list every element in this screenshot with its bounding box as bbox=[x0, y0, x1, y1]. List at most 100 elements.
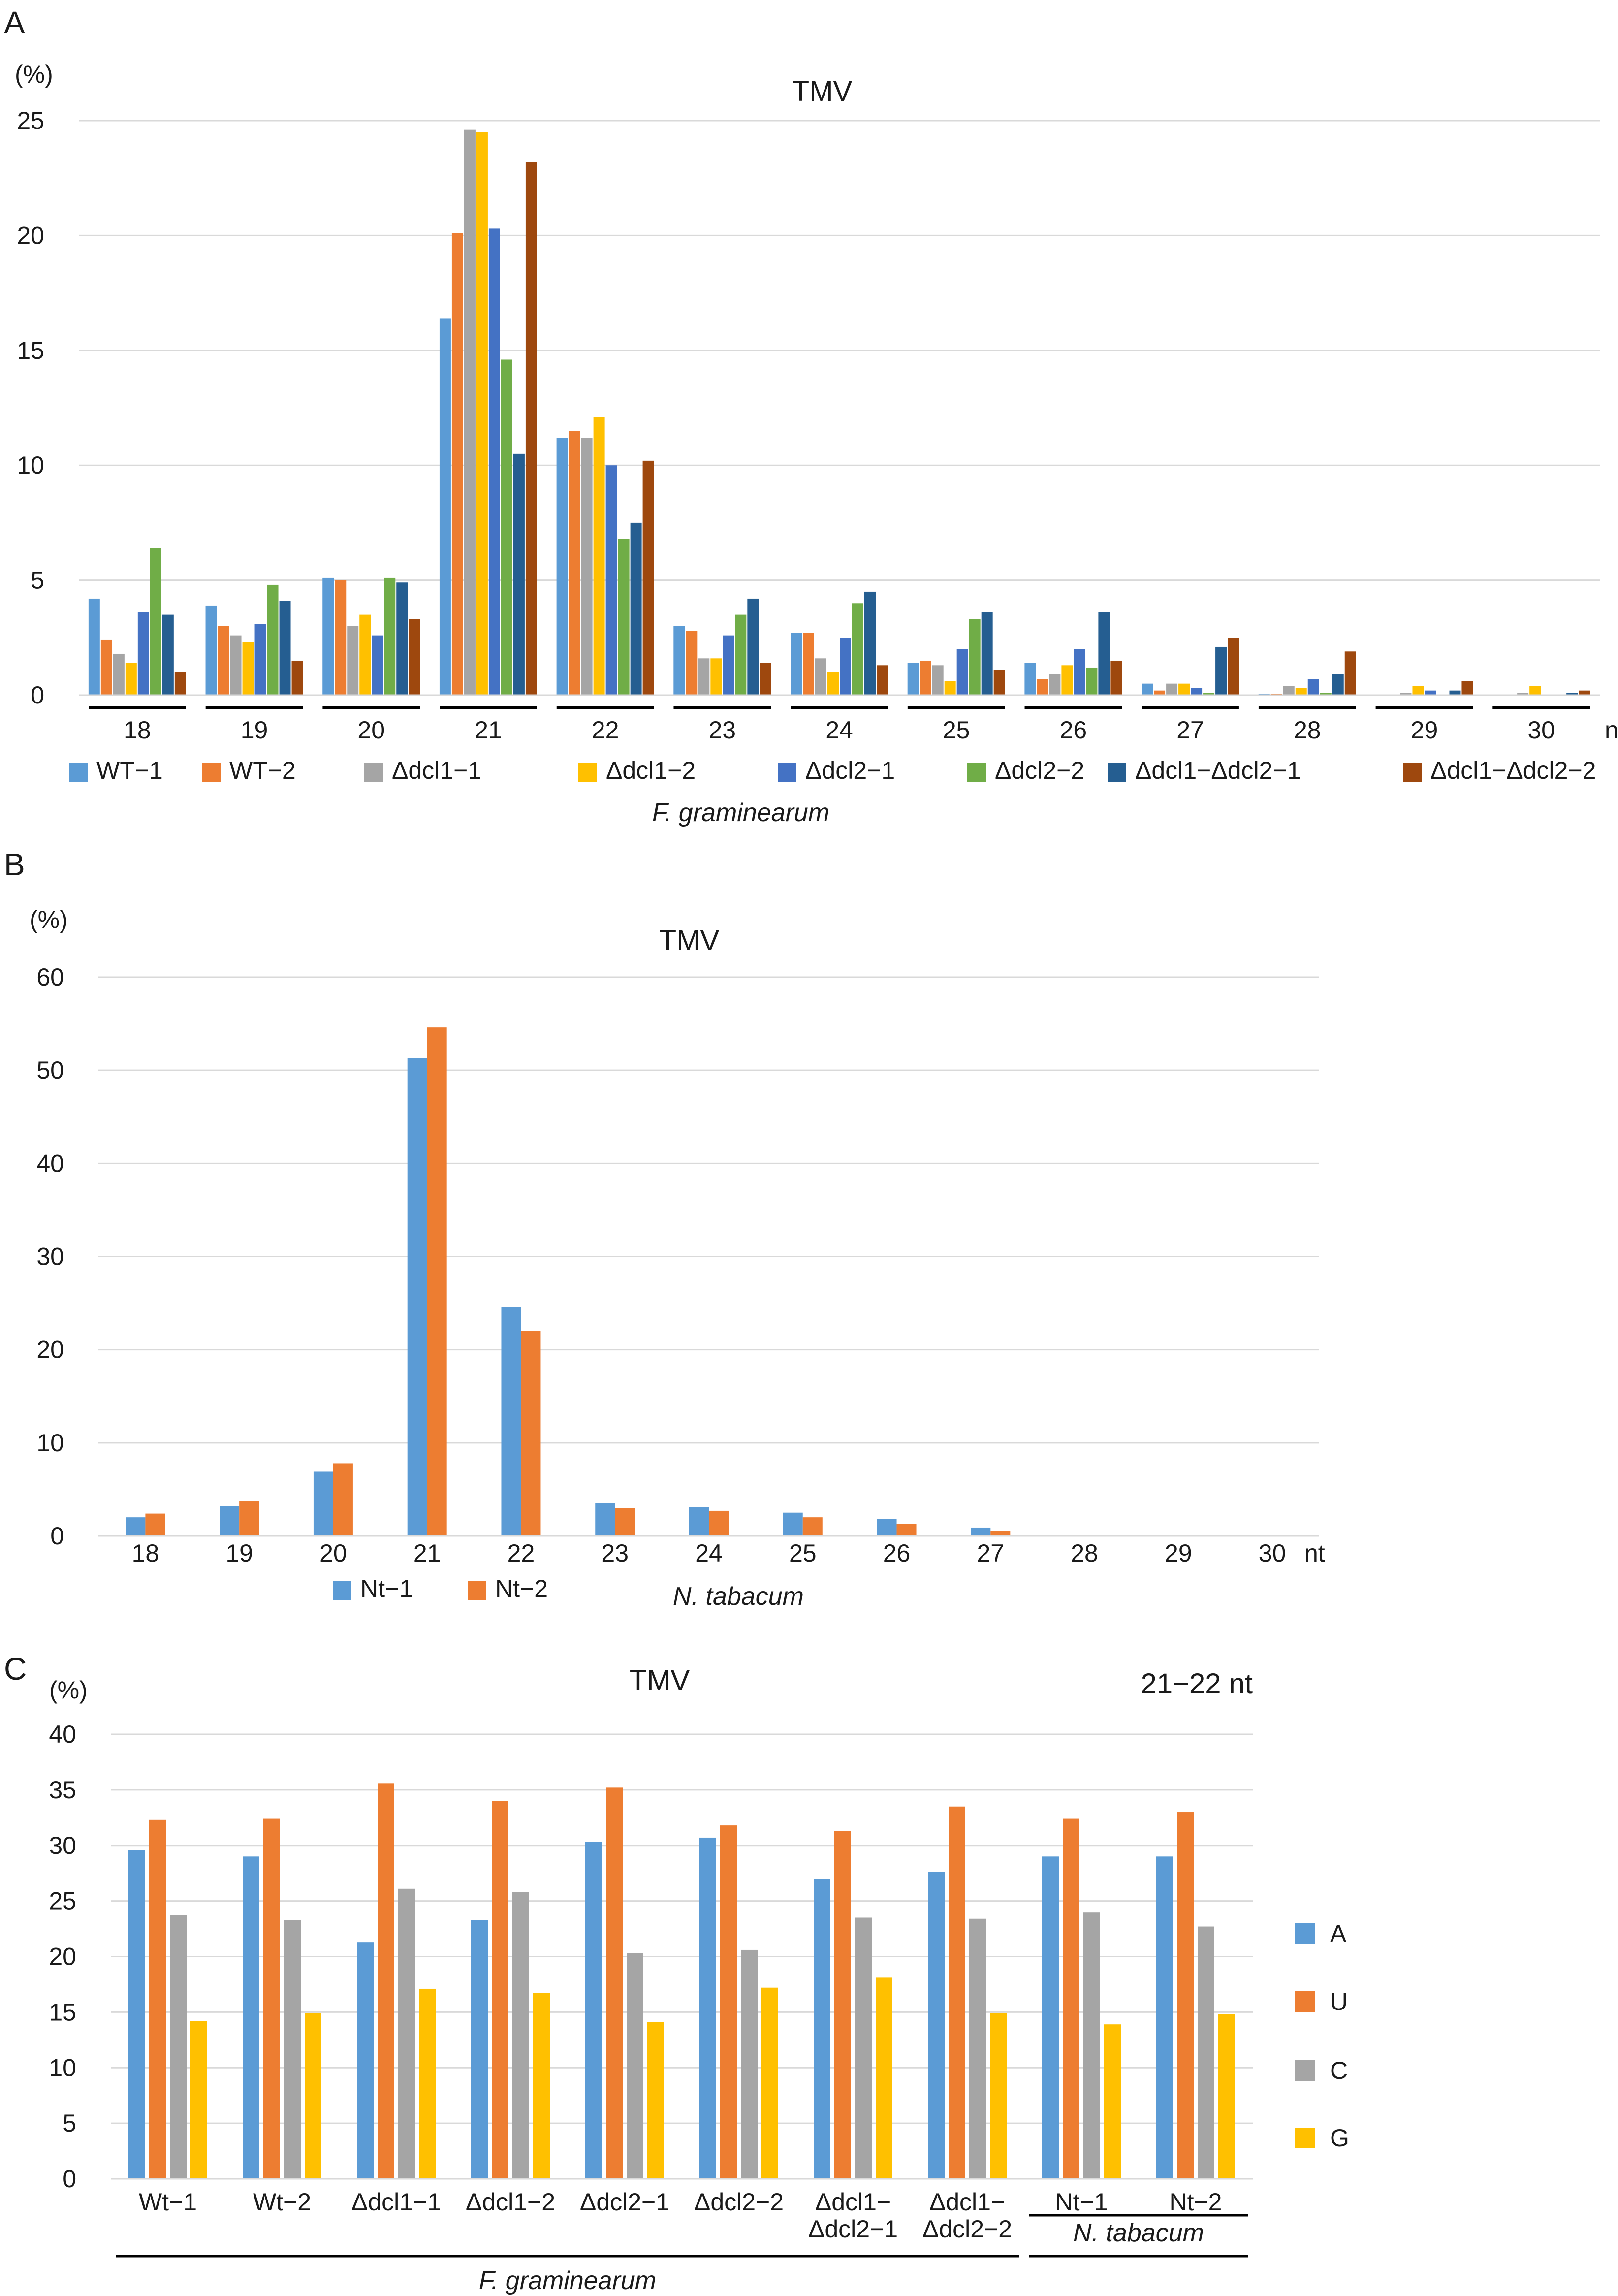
y-unit-label: (%) bbox=[49, 1676, 88, 1704]
bar bbox=[585, 1842, 602, 2179]
bar bbox=[1083, 1912, 1100, 2179]
bar bbox=[1203, 693, 1215, 695]
legend-swatch bbox=[578, 763, 597, 782]
bar bbox=[488, 228, 500, 695]
bar bbox=[128, 1850, 145, 2179]
bar bbox=[593, 417, 605, 695]
bar bbox=[647, 2022, 664, 2179]
bar bbox=[956, 649, 968, 695]
bar bbox=[877, 665, 888, 695]
bar bbox=[803, 633, 814, 695]
bar bbox=[969, 619, 981, 695]
y-unit-label: (%) bbox=[30, 906, 68, 933]
bar bbox=[145, 1513, 165, 1536]
bar bbox=[254, 624, 266, 695]
bar bbox=[1307, 679, 1319, 695]
x-tick-label: Δdcl1− bbox=[815, 2188, 891, 2216]
x-tick-label: 27 bbox=[977, 1539, 1004, 1567]
y-tick-label: 15 bbox=[17, 337, 44, 364]
bar bbox=[451, 233, 463, 695]
bar bbox=[855, 1917, 872, 2179]
x-tick-label: 23 bbox=[708, 716, 736, 744]
bar bbox=[359, 614, 371, 695]
legend-label: C bbox=[1330, 2057, 1348, 2084]
legend-swatch bbox=[778, 763, 796, 782]
bar bbox=[492, 1801, 508, 2179]
legend-label: Δdcl2−1 bbox=[805, 757, 895, 784]
bar bbox=[501, 1307, 521, 1536]
group-label: F. graminearum bbox=[479, 2266, 656, 2295]
legend-label: WT−2 bbox=[229, 757, 296, 784]
bar bbox=[944, 681, 956, 695]
legend-swatch bbox=[1295, 1991, 1315, 2012]
legend-label: Δdcl1−Δdcl2−2 bbox=[1430, 757, 1596, 784]
y-tick-label: 10 bbox=[17, 451, 44, 479]
x-tick-label: 19 bbox=[225, 1539, 253, 1567]
bar bbox=[556, 438, 568, 695]
y-tick-label: 25 bbox=[49, 1887, 76, 1915]
bar bbox=[88, 598, 100, 695]
bar bbox=[125, 663, 137, 695]
organism-label: F. graminearum bbox=[652, 798, 829, 827]
bar bbox=[699, 1837, 716, 2179]
bar bbox=[814, 1879, 830, 2179]
bar bbox=[1142, 683, 1153, 695]
bar bbox=[907, 663, 919, 695]
bar bbox=[464, 129, 476, 695]
bar bbox=[513, 453, 525, 695]
chart-title: TMV bbox=[792, 75, 853, 107]
bar bbox=[149, 1819, 166, 2179]
bar bbox=[305, 2013, 321, 2179]
x-tick-label: 20 bbox=[319, 1539, 347, 1567]
bar bbox=[971, 1527, 991, 1536]
bar bbox=[333, 1463, 353, 1536]
legend-swatch bbox=[1295, 2060, 1315, 2081]
x-tick-label: 23 bbox=[601, 1539, 629, 1567]
bar bbox=[1042, 1856, 1059, 2179]
y-tick-label: 30 bbox=[49, 1832, 76, 1859]
x-tick-label: 26 bbox=[883, 1539, 911, 1567]
bar bbox=[761, 1987, 778, 2179]
bar bbox=[1579, 690, 1590, 695]
legend-swatch bbox=[967, 763, 986, 782]
bar bbox=[409, 619, 420, 695]
x-tick-label-line2: Δdcl2−2 bbox=[922, 2215, 1012, 2243]
bar bbox=[471, 1920, 488, 2179]
bar bbox=[263, 1818, 280, 2179]
bar bbox=[1320, 693, 1332, 695]
panel-c-letter: C bbox=[4, 1651, 27, 1687]
x-tick-label: 28 bbox=[1294, 716, 1321, 744]
legend-swatch bbox=[1403, 763, 1422, 782]
bar bbox=[1024, 663, 1036, 695]
bar bbox=[852, 603, 863, 695]
bar bbox=[372, 635, 383, 695]
legend-swatch bbox=[333, 1581, 351, 1600]
bar bbox=[735, 614, 747, 695]
bar bbox=[439, 318, 451, 695]
bar bbox=[205, 605, 217, 695]
bar bbox=[698, 658, 710, 695]
bar bbox=[747, 598, 759, 695]
x-tick-label: Δdcl2−2 bbox=[694, 2188, 784, 2216]
bar bbox=[174, 672, 186, 695]
x-tick-label-line2: Δdcl2−1 bbox=[808, 2215, 898, 2243]
bar bbox=[291, 660, 303, 695]
bar bbox=[1037, 679, 1048, 695]
bar bbox=[876, 1977, 892, 2179]
y-tick-label: 30 bbox=[36, 1243, 64, 1271]
bar bbox=[243, 1856, 259, 2179]
y-tick-label: 20 bbox=[49, 1943, 76, 1971]
bar bbox=[802, 1517, 823, 1536]
chart-title: TMV bbox=[630, 1664, 690, 1696]
bar bbox=[521, 1331, 541, 1536]
bar bbox=[1517, 693, 1529, 695]
bar bbox=[815, 658, 826, 695]
chart-title: TMV bbox=[659, 925, 720, 957]
bar bbox=[1191, 688, 1203, 695]
y-tick-label: 0 bbox=[63, 2165, 76, 2193]
y-tick-label: 15 bbox=[49, 1998, 76, 2026]
bar bbox=[920, 660, 931, 695]
legend-swatch bbox=[364, 763, 383, 782]
bar bbox=[642, 460, 654, 695]
bar bbox=[427, 1027, 447, 1536]
